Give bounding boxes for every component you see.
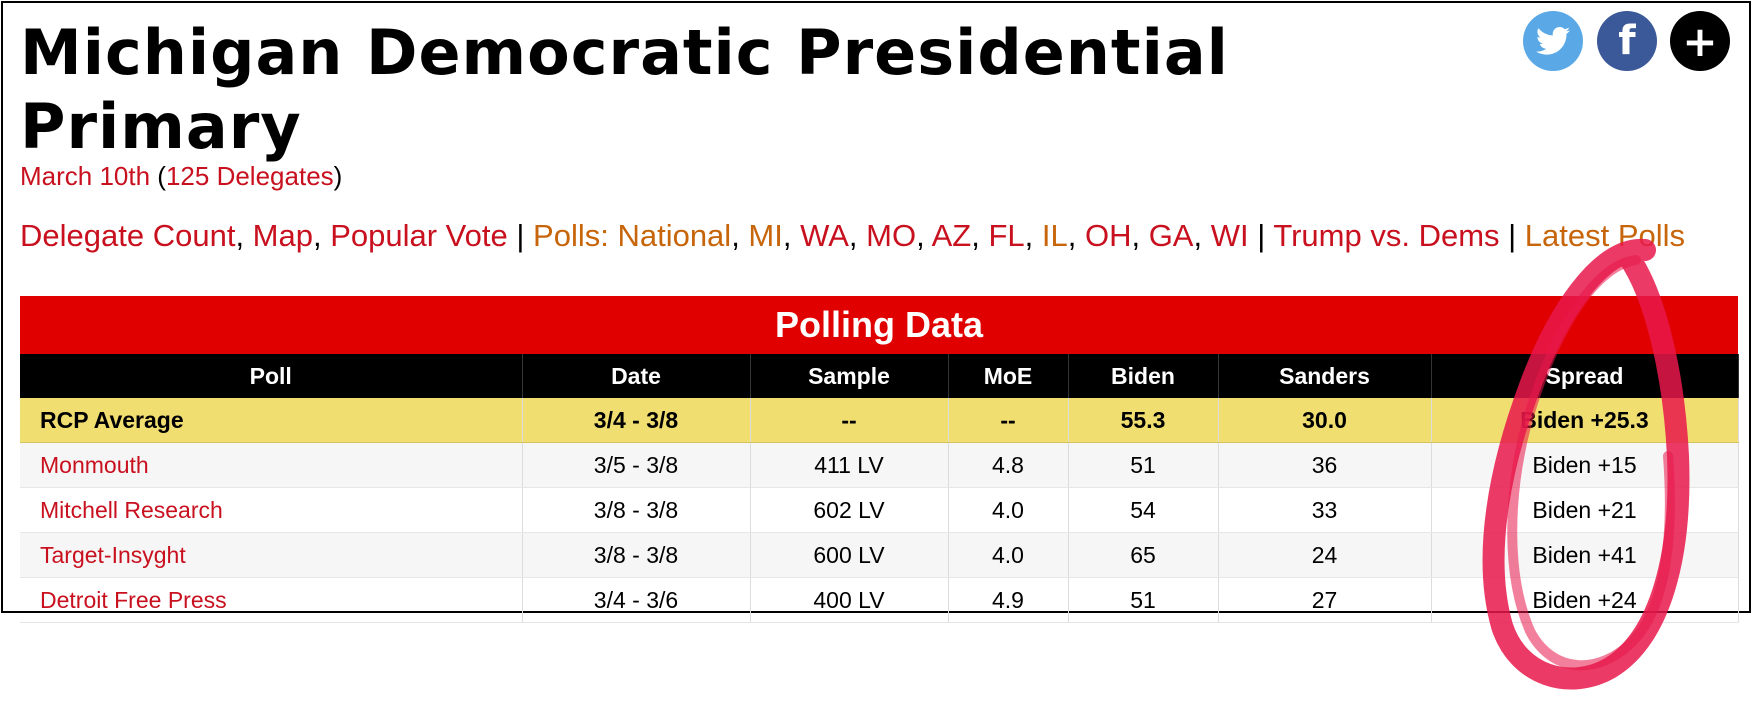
table-column-headers: Poll Date Sample MoE Biden Sanders Sprea… (20, 354, 1739, 398)
cell-poll: RCP Average (20, 398, 523, 443)
separator: | (1248, 218, 1274, 253)
cell-sanders: 33 (1218, 487, 1432, 533)
column-header-biden[interactable]: Biden (1068, 354, 1219, 398)
table-row: Detroit Free Press 3/4 - 3/6 400 LV 4.9 … (20, 577, 1739, 623)
cell-biden: 51 (1068, 577, 1219, 623)
poll-link[interactable]: Detroit Free Press (20, 577, 523, 623)
poll-link[interactable]: Monmouth (20, 442, 523, 488)
ga-link[interactable]: GA (1148, 218, 1194, 253)
cell-biden: 55.3 (1068, 398, 1219, 443)
cell-spread: Biden +41 (1431, 532, 1739, 578)
separator: , (916, 218, 932, 253)
map-link[interactable]: Map (252, 218, 313, 253)
event-subline: March 10th (125 Delegates) (20, 161, 342, 192)
column-header-poll[interactable]: Poll (20, 354, 523, 398)
table-row: Monmouth 3/5 - 3/8 411 LV 4.8 51 36 Bide… (20, 442, 1739, 488)
cell-moe: 4.8 (948, 442, 1069, 488)
az-link[interactable]: AZ (931, 218, 972, 253)
cell-sanders: 24 (1218, 532, 1432, 578)
cell-sample: 400 LV (750, 577, 949, 623)
cell-date: 3/5 - 3/8 (522, 442, 751, 488)
twitter-icon (1536, 26, 1570, 55)
mi-link[interactable]: MI (748, 218, 783, 253)
delegates-link[interactable]: 125 Delegates (165, 161, 334, 191)
plus-icon: + (1682, 16, 1718, 66)
trump-vs-dems-link[interactable]: Trump vs. Dems (1273, 218, 1500, 253)
polling-data-table: Polling Data Poll Date Sample MoE Biden … (20, 296, 1739, 623)
cell-sample: 602 LV (750, 487, 949, 533)
cell-spread: Biden +24 (1431, 577, 1739, 623)
separator: , (1024, 218, 1042, 253)
cell-date: 3/8 - 3/8 (522, 487, 751, 533)
nav-links: Delegate Count, Map, Popular Vote | Poll… (20, 218, 1685, 254)
poll-link[interactable]: Mitchell Research (20, 487, 523, 533)
cell-sanders: 36 (1218, 442, 1432, 488)
twitter-share-button[interactable] (1523, 11, 1583, 71)
cell-sanders: 30.0 (1218, 398, 1432, 443)
cell-sanders: 27 (1218, 577, 1432, 623)
separator: , (235, 218, 253, 253)
cell-spread: Biden +25.3 (1431, 398, 1739, 443)
table-title: Polling Data (20, 296, 1738, 354)
paren-close: ) (333, 161, 343, 191)
cell-biden: 51 (1068, 442, 1219, 488)
cell-biden: 65 (1068, 532, 1219, 578)
cell-moe: 4.9 (948, 577, 1069, 623)
separator: , (971, 218, 989, 253)
separator: , (1131, 218, 1149, 253)
il-link[interactable]: IL (1041, 218, 1068, 253)
poll-link[interactable]: Target-Insyght (20, 532, 523, 578)
mo-link[interactable]: MO (866, 218, 917, 253)
facebook-share-button[interactable]: f (1597, 11, 1657, 71)
column-header-moe[interactable]: MoE (948, 354, 1069, 398)
more-share-button[interactable]: + (1670, 11, 1730, 71)
cell-date: 3/4 - 3/6 (522, 577, 751, 623)
cell-moe: -- (948, 398, 1069, 443)
cell-date: 3/8 - 3/8 (522, 532, 751, 578)
separator: | (507, 218, 534, 253)
separator: , (782, 218, 801, 253)
table-row-rcp-average: RCP Average 3/4 - 3/8 -- -- 55.3 30.0 Bi… (20, 398, 1739, 443)
latest-polls-link[interactable]: Latest Polls (1524, 218, 1686, 253)
fl-link[interactable]: FL (988, 218, 1025, 253)
cell-sample: 411 LV (750, 442, 949, 488)
oh-link[interactable]: OH (1084, 218, 1132, 253)
table-row: Mitchell Research 3/8 - 3/8 602 LV 4.0 5… (20, 487, 1739, 533)
separator: , (731, 218, 749, 253)
cell-sample: -- (750, 398, 949, 443)
column-header-sanders[interactable]: Sanders (1218, 354, 1432, 398)
column-header-date[interactable]: Date (522, 354, 751, 398)
facebook-icon: f (1618, 18, 1636, 64)
cell-moe: 4.0 (948, 532, 1069, 578)
polls-table: Poll Date Sample MoE Biden Sanders Sprea… (20, 354, 1739, 623)
wa-link[interactable]: WA (800, 218, 849, 253)
highlight-circle-annotation (1482, 238, 1690, 690)
column-header-spread[interactable]: Spread (1431, 354, 1739, 398)
separator: , (1067, 218, 1085, 253)
table-row: Target-Insyght 3/8 - 3/8 600 LV 4.0 65 2… (20, 532, 1739, 578)
paren-open: ( (150, 161, 166, 191)
cell-sample: 600 LV (750, 532, 949, 578)
event-date-link[interactable]: March 10th (20, 161, 151, 191)
cell-date: 3/4 - 3/8 (522, 398, 751, 443)
cell-biden: 54 (1068, 487, 1219, 533)
cell-moe: 4.0 (948, 487, 1069, 533)
popular-vote-link[interactable]: Popular Vote (330, 218, 508, 253)
page-title: Michigan Democratic Presidential Primary (20, 16, 1229, 163)
polls-national-link[interactable]: Polls: National (533, 218, 732, 253)
separator: , (1193, 218, 1211, 253)
separator: | (1499, 218, 1525, 253)
delegate-count-link[interactable]: Delegate Count (20, 218, 236, 253)
separator: , (848, 218, 867, 253)
column-header-sample[interactable]: Sample (750, 354, 949, 398)
wi-link[interactable]: WI (1210, 218, 1249, 253)
separator: , (312, 218, 331, 253)
